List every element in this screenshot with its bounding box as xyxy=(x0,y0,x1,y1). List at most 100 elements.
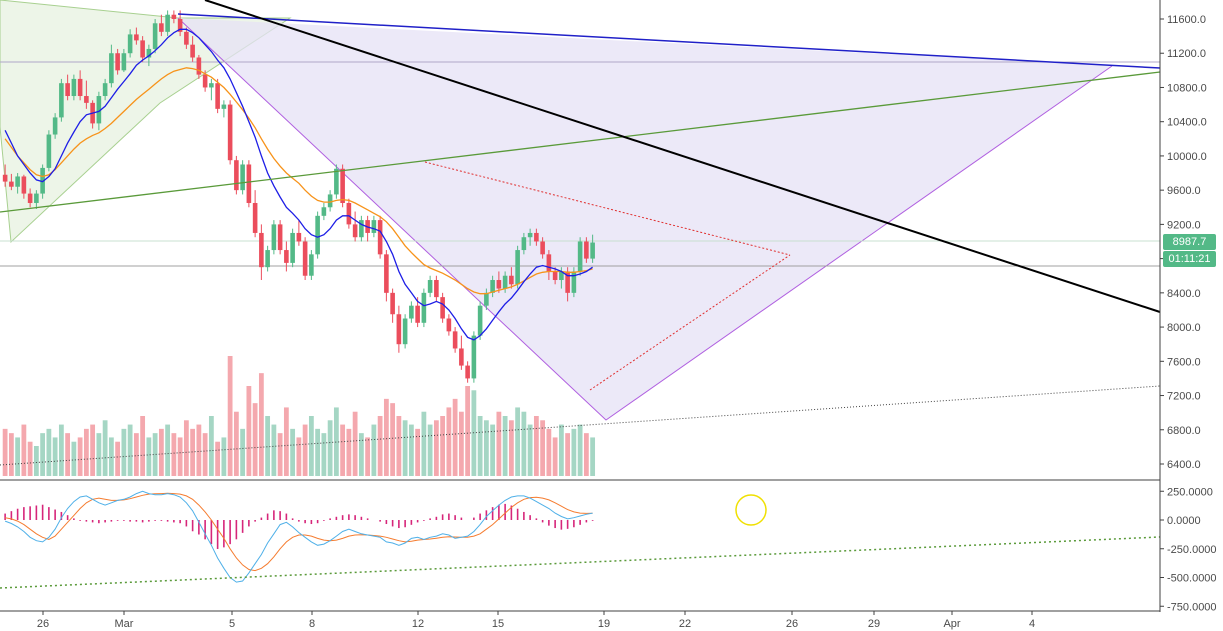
red-dotted-lower-line xyxy=(589,254,791,391)
volume-bar xyxy=(102,420,108,476)
red-dotted-upper-line xyxy=(424,161,791,256)
candle-body xyxy=(277,224,283,251)
volume-bar xyxy=(327,420,333,476)
candle xyxy=(284,241,289,272)
volume-bar xyxy=(427,424,433,476)
volume-bar xyxy=(365,437,371,476)
candle-body xyxy=(509,275,514,285)
volume-bar xyxy=(15,437,21,476)
candle-body xyxy=(384,254,389,293)
candle xyxy=(159,14,164,37)
volume-bar xyxy=(496,411,502,476)
candle-body xyxy=(271,224,277,251)
candle xyxy=(52,113,58,139)
candle xyxy=(515,245,520,289)
volume-bar xyxy=(140,416,146,476)
volume-bar xyxy=(590,437,596,476)
volume-bar xyxy=(121,428,127,476)
candle-body xyxy=(359,220,364,238)
candle-body xyxy=(402,318,408,345)
candle xyxy=(71,74,77,101)
candle xyxy=(527,228,533,246)
candle-body xyxy=(84,96,89,103)
volume-bar xyxy=(127,424,133,476)
candle-body xyxy=(371,220,377,233)
date-tick-label: 26 xyxy=(37,618,49,630)
candle xyxy=(359,215,364,242)
candle-body xyxy=(184,31,189,45)
macd-signal-line xyxy=(5,492,593,572)
volume-bar xyxy=(52,437,58,476)
candle-body xyxy=(496,280,502,289)
volume-bar xyxy=(227,356,233,476)
volume-bar xyxy=(521,411,527,476)
date-tick-label: 26 xyxy=(786,618,798,630)
candle-body xyxy=(427,280,433,293)
candle xyxy=(321,202,327,221)
volume-bar xyxy=(240,428,246,476)
candle-body xyxy=(477,305,483,336)
volume-bar xyxy=(215,441,221,476)
candle-body xyxy=(52,117,58,135)
drawing-layer-front xyxy=(0,0,1161,481)
price-tick-label: 8400.0 xyxy=(1167,288,1201,300)
volume-bar xyxy=(440,416,446,476)
candle-body xyxy=(552,271,558,281)
candle xyxy=(115,48,120,75)
date-tick-label: 22 xyxy=(679,618,691,630)
candle-body xyxy=(115,53,120,71)
volume-bar xyxy=(115,441,121,476)
candle-body xyxy=(584,241,589,259)
candle xyxy=(15,173,20,194)
candle-body xyxy=(40,167,45,194)
candle-body xyxy=(265,250,270,268)
volume-bar xyxy=(527,424,533,476)
green-trend-line xyxy=(0,71,1161,213)
candle-body xyxy=(152,23,158,49)
volume-bar xyxy=(396,416,402,476)
volume-bar xyxy=(408,424,414,476)
candle xyxy=(196,54,202,79)
candle-body xyxy=(109,53,114,84)
candle-body xyxy=(527,232,533,238)
candle-body xyxy=(302,241,308,276)
candle xyxy=(127,29,133,58)
candle-body xyxy=(9,181,14,187)
volume-bar xyxy=(508,420,514,476)
volume-bar xyxy=(558,424,564,476)
candle-body xyxy=(240,164,245,191)
volume-bar xyxy=(33,446,39,476)
candle-body xyxy=(452,331,458,349)
candle xyxy=(109,44,114,88)
candle xyxy=(509,267,514,289)
date-tick-label: 15 xyxy=(492,618,504,630)
candle xyxy=(290,228,295,268)
date-tick-label: 19 xyxy=(598,618,610,630)
candle xyxy=(27,188,33,208)
candle xyxy=(346,198,352,229)
volume-bar xyxy=(133,433,139,476)
triangle-pattern-fill xyxy=(178,18,1160,420)
candle-body xyxy=(484,292,489,306)
candle xyxy=(296,220,302,246)
candle xyxy=(209,78,214,101)
candle-body xyxy=(165,14,170,32)
volume-bar xyxy=(233,411,239,476)
candle xyxy=(409,301,414,323)
candle-body xyxy=(521,237,527,251)
volume-bar xyxy=(252,403,258,476)
candle xyxy=(227,100,233,165)
candle-body xyxy=(134,34,139,41)
candle xyxy=(246,160,252,208)
volume-bar xyxy=(402,420,408,476)
candle xyxy=(396,305,402,353)
candle-body xyxy=(46,134,52,168)
volume-bar xyxy=(171,433,177,476)
triangle-pattern-edge xyxy=(177,17,1113,421)
candle xyxy=(590,234,595,263)
candle xyxy=(165,10,170,37)
candle xyxy=(377,215,383,259)
price-tick-label: 8000.0 xyxy=(1167,322,1201,334)
